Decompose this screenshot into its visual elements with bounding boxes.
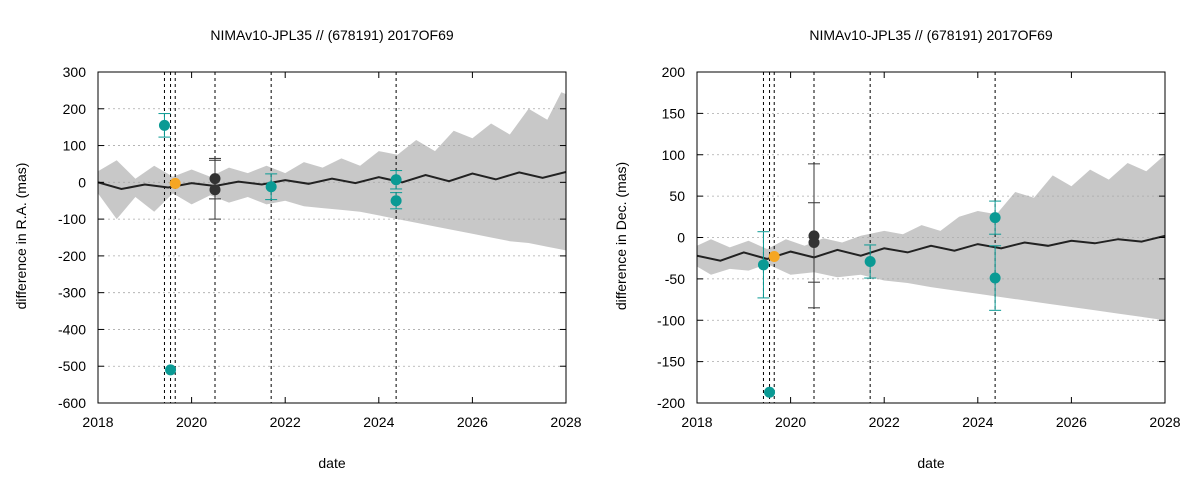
dec-residual-chart: NIMAv10-JPL35 // (678191) 2017OF69 date … [613,27,1181,471]
ra-uncertainty-band [98,92,566,251]
ra-y-tick-label: 100 [63,138,87,154]
ra-chart-title: NIMAv10-JPL35 // (678191) 2017OF69 [210,27,454,43]
ra-residual-chart: NIMAv10-JPL35 // (678191) 2017OF69 date … [13,27,582,471]
dec-y-axis-label: difference in Dec. (mas) [613,162,629,310]
ra-data-point [390,174,402,186]
ra-x-axis-label: date [318,455,345,471]
ra-x-tick-label: 2018 [82,414,113,430]
ra-y-tick-label: -200 [58,248,86,264]
dec-data-point [757,259,769,271]
dec-x-axis-label: date [917,455,944,471]
dec-y-tick-label: 200 [662,64,686,80]
ra-data-point [169,177,181,189]
ra-x-tick-label: 2024 [363,414,394,430]
dec-data-point [864,255,876,267]
dec-y-tick-label: 0 [677,230,685,246]
ra-data-point [390,195,402,207]
dec-plot-area [697,72,1165,403]
dec-data-point [808,236,820,248]
ra-y-tick-label: -600 [58,395,86,411]
ra-x-tick-label: 2022 [270,414,301,430]
dec-y-tick-label: 150 [662,105,686,121]
dec-x-tick-label: 2028 [1149,414,1180,430]
ra-y-tick-label: -300 [58,285,86,301]
dec-x-tick-label: 2026 [1056,414,1087,430]
ra-plot-frame [97,71,567,404]
dec-x-tick-label: 2018 [681,414,712,430]
dec-y-tick-label: 50 [669,188,685,204]
dec-y-tick-label: -200 [657,395,685,411]
ra-x-tick-label: 2026 [457,414,488,430]
ra-y-tick-label: 300 [63,64,87,80]
ra-y-tick-label: 200 [63,101,87,117]
ra-y-axis-label: difference in R.A. (mas) [13,163,29,310]
ra-x-tick-label: 2028 [550,414,581,430]
dec-x-tick-label: 2022 [869,414,900,430]
ra-y-tick-label: -400 [58,321,86,337]
ra-x-tick-label: 2020 [176,414,207,430]
dec-data-point [989,212,1001,224]
dec-x-tick-label: 2020 [775,414,806,430]
ra-y-tick-label: -100 [58,211,86,227]
dec-data-point [768,251,780,263]
dec-y-tick-label: -50 [665,271,685,287]
dec-chart-title: NIMAv10-JPL35 // (678191) 2017OF69 [809,27,1053,43]
ra-data-point [158,119,170,131]
dec-data-point [764,386,776,398]
ra-data-point [265,181,277,193]
ra-data-point [209,184,221,196]
dec-x-tick-label: 2024 [962,414,993,430]
dec-data-point [989,272,1001,284]
ra-y-tick-label: -500 [58,358,86,374]
dec-y-tick-label: -150 [657,354,685,370]
dec-y-tick-label: 100 [662,147,686,163]
ra-data-point [165,364,177,376]
ra-y-tick-label: 0 [78,174,86,190]
dec-y-tick-label: -100 [657,312,685,328]
